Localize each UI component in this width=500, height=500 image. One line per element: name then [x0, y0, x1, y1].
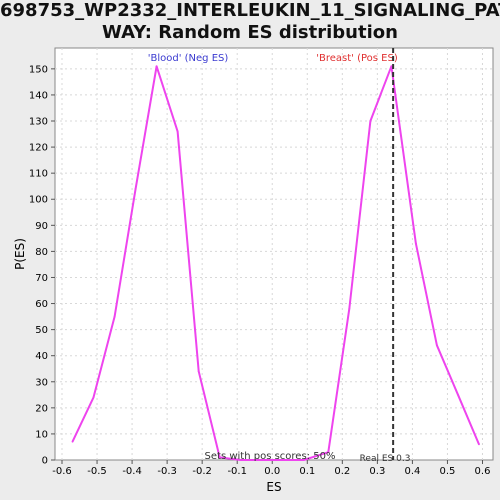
- x-tick-label: 0.0: [264, 466, 280, 477]
- real-es-label: Real ES 0.3: [360, 454, 411, 464]
- y-tick-label: 50: [35, 325, 48, 336]
- data-point: [348, 307, 351, 310]
- data-point: [327, 451, 330, 454]
- data-point: [436, 344, 438, 347]
- data-point: [478, 443, 480, 446]
- x-tick-label: 0.6: [475, 466, 491, 477]
- pos-scores-label: Sets with pos scores: 50%: [205, 451, 336, 462]
- data-point: [92, 396, 95, 399]
- x-tick-label: 0.5: [439, 466, 455, 477]
- y-tick-label: 0: [42, 456, 48, 467]
- y-tick-label: 150: [29, 64, 48, 75]
- data-point: [369, 120, 372, 122]
- data-point: [197, 370, 200, 373]
- y-tick-label: 120: [29, 143, 48, 154]
- data-point: [71, 440, 74, 443]
- chart-title: 698753_WP2332_INTERLEUKIN_11_SIGNALING_P…: [0, 0, 500, 44]
- y-tick-label: 40: [35, 351, 48, 362]
- y-tick-label: 70: [35, 273, 48, 284]
- data-point: [260, 459, 263, 461]
- chart-title-line-1: 698753_WP2332_INTERLEUKIN_11_SIGNALING_P…: [0, 0, 500, 21]
- data-point: [113, 315, 116, 318]
- x-tick-label: -0.1: [227, 466, 247, 477]
- y-tick-label: 140: [29, 90, 48, 101]
- data-point: [415, 242, 417, 245]
- y-tick-label: 90: [35, 221, 48, 232]
- y-tick-label: 60: [35, 299, 48, 310]
- data-point: [239, 459, 242, 461]
- x-tick-label: 0.1: [299, 466, 315, 477]
- data-point: [176, 130, 179, 133]
- data-point: [302, 459, 305, 461]
- x-tick-label: 0.4: [404, 466, 420, 477]
- y-tick-label: 20: [35, 403, 48, 414]
- x-tick-label: -0.5: [87, 466, 107, 477]
- y-tick-label: 80: [35, 247, 48, 258]
- y-tick-label: 110: [29, 169, 48, 180]
- annotation-layer: 'Blood' (Neg ES) 'Breast' (Pos ES) Sets …: [148, 48, 411, 464]
- x-tick-label: 0.3: [369, 466, 385, 477]
- plot-area: [54, 47, 494, 461]
- data-point: [218, 456, 221, 459]
- x-axis-label: ES: [266, 480, 281, 494]
- data-point: [281, 459, 284, 461]
- y-axis-label: P(ES): [13, 238, 27, 270]
- data-point: [390, 65, 393, 68]
- series-layer: [71, 65, 480, 461]
- x-tick-label: -0.2: [192, 466, 212, 477]
- y-tick-label: 10: [35, 429, 48, 440]
- x-tick-label: 0.2: [334, 466, 350, 477]
- data-point: [155, 65, 158, 68]
- data-point: [457, 393, 459, 396]
- series-line: [71, 65, 480, 461]
- neg-es-label: 'Blood' (Neg ES): [148, 53, 229, 64]
- data-point: [134, 187, 137, 190]
- axis-layer: 0 10 20 30 40 50 60 70 80 90 100 110 120 130 140 150 -0.…: [29, 64, 491, 477]
- y-tick-label: 30: [35, 377, 48, 388]
- y-tick-label: 130: [29, 117, 48, 128]
- y-tick-label: 100: [29, 195, 48, 206]
- pos-es-label: 'Breast' (Pos ES): [316, 53, 398, 64]
- grid-layer: [55, 48, 493, 460]
- x-tick-label: -0.6: [52, 466, 72, 477]
- chart-title-line-2: WAY: Random ES distribution: [102, 22, 398, 43]
- x-tick-label: -0.3: [157, 466, 177, 477]
- x-tick-label: -0.4: [122, 466, 142, 477]
